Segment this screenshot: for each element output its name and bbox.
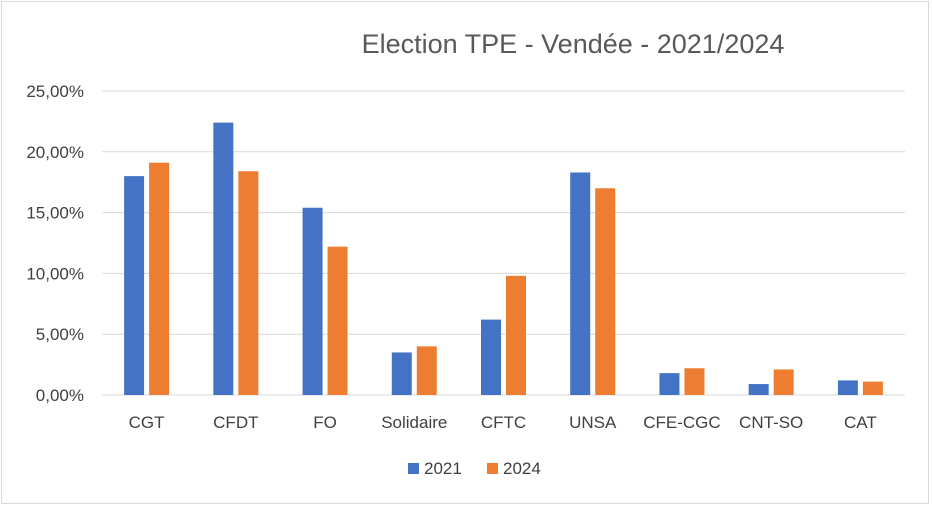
bar-2021-cat bbox=[837, 380, 858, 395]
bar-2024-cftc bbox=[506, 275, 526, 395]
x-tick-label: CFTC bbox=[481, 413, 526, 432]
bar-2021-unsa bbox=[570, 172, 591, 395]
x-axis-tick-labels: CGT CFDT FO Solidaire CFTC UNSA CFE-CGC CNT-SO C… bbox=[129, 413, 877, 432]
bar-2024-cfe-cgc bbox=[684, 368, 705, 395]
x-tick-label: CAT bbox=[844, 413, 877, 432]
x-tick-label: CFDT bbox=[213, 413, 258, 432]
bars bbox=[124, 122, 883, 395]
bar-2021-cgt bbox=[124, 176, 145, 395]
y-tick-label: 20,00% bbox=[26, 143, 84, 162]
y-tick-label: 25,00% bbox=[26, 82, 84, 101]
y-tick-label: 5,00% bbox=[36, 325, 84, 344]
x-tick-label: FO bbox=[313, 413, 337, 432]
bar-2021-cftc bbox=[481, 319, 501, 395]
y-tick-label: 10,00% bbox=[26, 264, 84, 283]
bar-2021-solidaire bbox=[391, 352, 412, 395]
legend: 2021 2024 bbox=[408, 459, 541, 478]
bar-2021-cfdt bbox=[213, 122, 234, 395]
y-axis-tick-labels: 0,00% 5,00% 10,00% 15,00% 20,00% 25,00% bbox=[26, 82, 84, 405]
bar-2024-cat bbox=[862, 381, 883, 395]
bar-2024-cfdt bbox=[238, 171, 259, 395]
y-tick-label: 0,00% bbox=[36, 386, 84, 405]
x-tick-label: CFE-CGC bbox=[643, 413, 720, 432]
chart-title: Election TPE - Vendée - 2021/2024 bbox=[362, 29, 785, 59]
bar-2024-solidaire bbox=[416, 346, 437, 395]
bar-2024-cgt bbox=[149, 162, 170, 395]
legend-swatch bbox=[408, 463, 419, 474]
bar-2021-cnt-so bbox=[748, 384, 769, 395]
bar-2021-cfe-cgc bbox=[659, 373, 680, 395]
legend-swatch bbox=[487, 463, 498, 474]
y-tick-label: 15,00% bbox=[26, 204, 84, 223]
x-tick-label: CGT bbox=[129, 413, 165, 432]
legend-label: 2024 bbox=[503, 459, 541, 478]
bar-2024-unsa bbox=[595, 188, 616, 395]
legend-label: 2021 bbox=[424, 459, 462, 478]
bar-2024-fo bbox=[327, 246, 348, 395]
x-tick-label: UNSA bbox=[569, 413, 617, 432]
bar-2021-fo bbox=[302, 207, 323, 395]
bar-2024-cnt-so bbox=[773, 369, 794, 395]
x-tick-label: CNT-SO bbox=[739, 413, 803, 432]
x-tick-label: Solidaire bbox=[381, 413, 447, 432]
gridlines bbox=[102, 90, 905, 396]
